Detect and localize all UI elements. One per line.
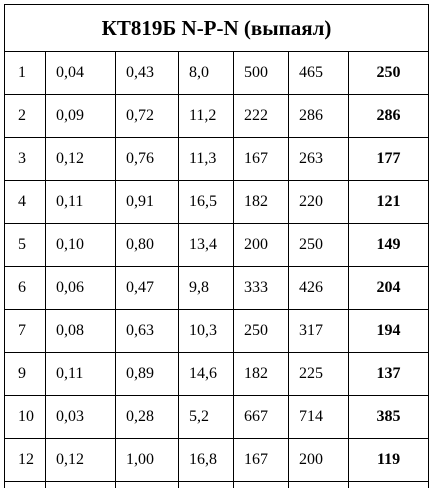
- table-cell: 121: [347, 180, 430, 224]
- table-cell: 2: [4, 94, 46, 138]
- table-cell: 14,6: [178, 352, 234, 396]
- table-cell: 500: [233, 51, 289, 95]
- table-cell: 0,08: [45, 309, 116, 353]
- table-cell: 182: [233, 352, 289, 396]
- table-cell: 1,00: [115, 438, 179, 482]
- table-cell: 149: [347, 223, 430, 267]
- table-cell: 4: [4, 180, 46, 224]
- table-cell: 225: [288, 352, 349, 396]
- table-cell: 10,3: [178, 309, 234, 353]
- table-cell: 5,2: [178, 395, 234, 439]
- table-row: 6 0,06 0,47 9,8 333 426 204: [4, 266, 430, 310]
- table-cell: 0,12: [45, 137, 116, 181]
- table-cell: 0,43: [115, 51, 179, 95]
- table-cell: 1: [4, 51, 46, 95]
- table-cell: 0,03: [45, 395, 116, 439]
- table-row: 3 0,12 0,76 11,3 167 263 177: [4, 137, 430, 181]
- table-cell: 250: [347, 51, 430, 95]
- empty-cell: [178, 481, 234, 488]
- table-cell: 426: [288, 266, 349, 310]
- table-cell: 167: [233, 438, 289, 482]
- table-cell: 119: [347, 438, 430, 482]
- table-cell: 385: [347, 395, 430, 439]
- table-cell: 0,47: [115, 266, 179, 310]
- table-cell: 0,72: [115, 94, 179, 138]
- table-cell: 3: [4, 137, 46, 181]
- table-cell: 286: [288, 94, 349, 138]
- empty-cell: [4, 481, 46, 488]
- table-cell: 0,28: [115, 395, 179, 439]
- table-cell: 204: [347, 266, 430, 310]
- table-cell: 11,2: [178, 94, 234, 138]
- table-cell: 9: [4, 352, 46, 396]
- empty-cell: [115, 481, 179, 488]
- table-cell: 317: [288, 309, 349, 353]
- table-cell: 167: [233, 137, 289, 181]
- table-row: 12 0,12 1,00 16,8 167 200 119: [4, 438, 430, 482]
- table-cell: 137: [347, 352, 430, 396]
- empty-cell: [233, 481, 289, 488]
- table-cell: 220: [288, 180, 349, 224]
- table-row: 2 0,09 0,72 11,2 222 286 286: [4, 94, 430, 138]
- table-cell: 286: [347, 94, 430, 138]
- table-cell: 16,5: [178, 180, 234, 224]
- table-cell: 200: [288, 438, 349, 482]
- table-row: 4 0,11 0,91 16,5 182 220 121: [4, 180, 430, 224]
- table-row: 7 0,08 0,63 10,3 250 317 194: [4, 309, 430, 353]
- title-row: КТ819Б N-P-N (выпаял): [3, 4, 430, 52]
- table-cell: 0,80: [115, 223, 179, 267]
- table-cell: 222: [233, 94, 289, 138]
- table-cell: 0,91: [115, 180, 179, 224]
- table-cell: 9,8: [178, 266, 234, 310]
- table-cell: 13,4: [178, 223, 234, 267]
- table-cell: 194: [347, 309, 430, 353]
- table-cell: 263: [288, 137, 349, 181]
- table-cell: 0,04: [45, 51, 116, 95]
- empty-cell: [45, 481, 116, 488]
- table-row: 5 0,10 0,80 13,4 200 250 149: [4, 223, 430, 267]
- table-title: КТ819Б N-P-N (выпаял): [3, 4, 430, 52]
- table-cell: 0,76: [115, 137, 179, 181]
- table-cell: 0,12: [45, 438, 116, 482]
- table-cell: 333: [233, 266, 289, 310]
- table-cell: 10: [4, 395, 46, 439]
- table-cell: 11,3: [178, 137, 234, 181]
- table-cell: 250: [233, 309, 289, 353]
- table-cell: 8,0: [178, 51, 234, 95]
- table-cell: 5: [4, 223, 46, 267]
- table-row-continuation: [4, 481, 430, 488]
- table-cell: 0,63: [115, 309, 179, 353]
- table-cell: 12: [4, 438, 46, 482]
- table-cell: 250: [288, 223, 349, 267]
- table-cell: 16,8: [178, 438, 234, 482]
- table-cell: 465: [288, 51, 349, 95]
- table-cell: 0,11: [45, 352, 116, 396]
- table-cell: 200: [233, 223, 289, 267]
- table-row: 9 0,11 0,89 14,6 182 225 137: [4, 352, 430, 396]
- empty-cell: [288, 481, 349, 488]
- table-cell: 0,09: [45, 94, 116, 138]
- table-cell: 714: [288, 395, 349, 439]
- table-row: 10 0,03 0,28 5,2 667 714 385: [4, 395, 430, 439]
- table-cell: 0,10: [45, 223, 116, 267]
- table-cell: 667: [233, 395, 289, 439]
- table-cell: 182: [233, 180, 289, 224]
- table-cell: 0,11: [45, 180, 116, 224]
- data-table: КТ819Б N-P-N (выпаял) 1 0,04 0,43 8,0 500 465…: [3, 4, 430, 488]
- table-cell: 7: [4, 309, 46, 353]
- table-cell: 6: [4, 266, 46, 310]
- table-cell: 0,06: [45, 266, 116, 310]
- empty-cell: [347, 481, 430, 488]
- table-body: КТ819Б N-P-N (выпаял) 1 0,04 0,43 8,0 500 465…: [3, 4, 430, 488]
- table-row: 1 0,04 0,43 8,0 500 465 250: [4, 51, 430, 95]
- table-cell: 177: [347, 137, 430, 181]
- table-cell: 0,89: [115, 352, 179, 396]
